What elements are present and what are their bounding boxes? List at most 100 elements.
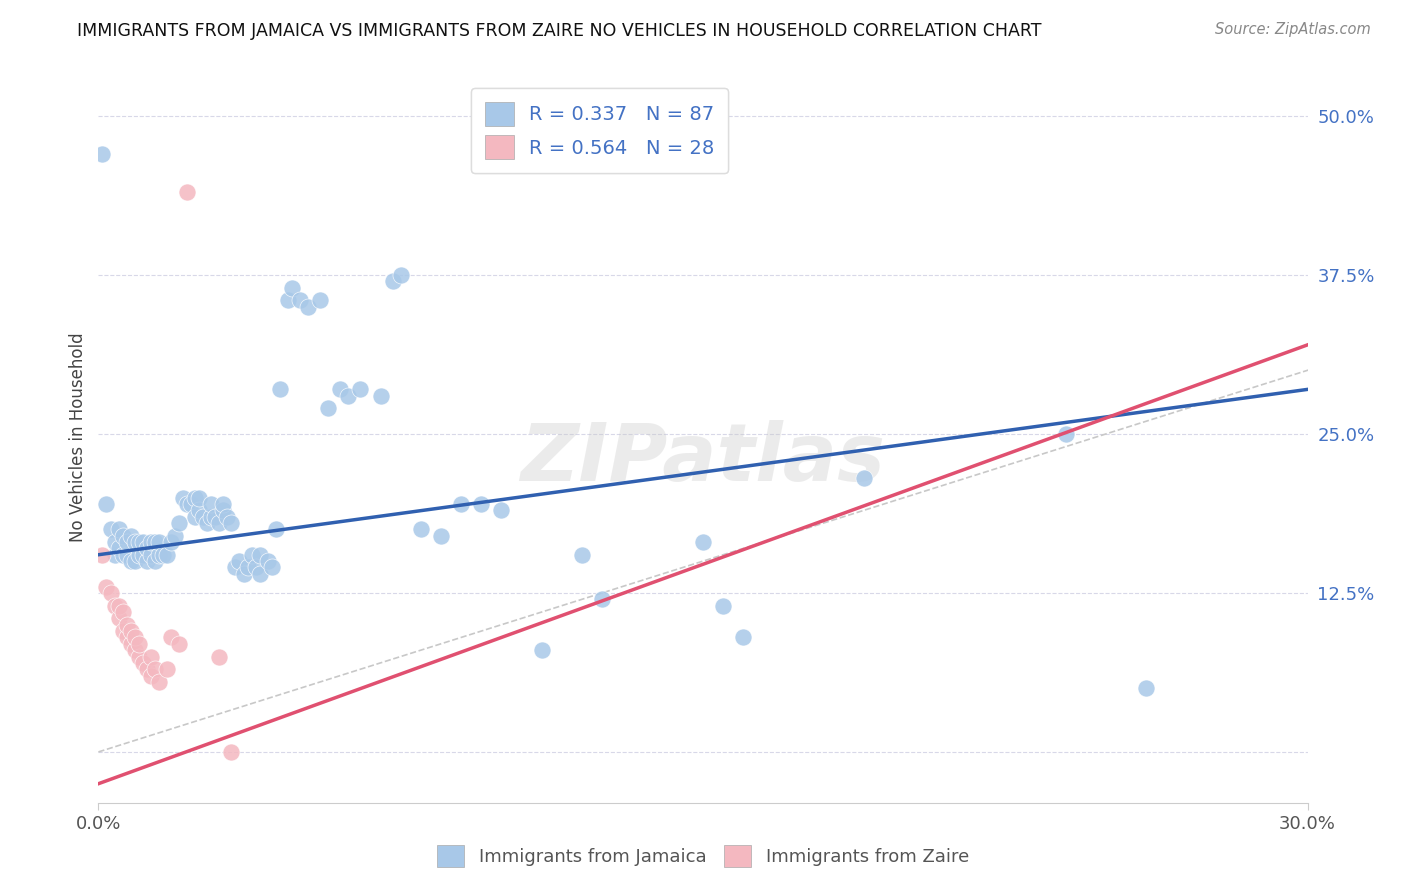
Point: [692, 535, 714, 549]
Point: [204, 509, 226, 524]
Point: [107, 599, 129, 613]
Point: [120, 624, 142, 638]
Point: [139, 668, 162, 682]
Point: [491, 503, 513, 517]
Point: [111, 624, 134, 638]
Point: [135, 662, 157, 676]
Point: [91, 548, 114, 562]
Point: [167, 516, 190, 530]
Text: ZIPatlas: ZIPatlas: [520, 420, 886, 498]
Point: [115, 535, 138, 549]
Point: [160, 535, 183, 549]
Point: [103, 548, 125, 562]
Point: [450, 497, 472, 511]
Point: [217, 509, 239, 524]
Point: [264, 522, 287, 536]
Point: [281, 280, 304, 294]
Point: [148, 548, 170, 562]
Point: [430, 529, 453, 543]
Point: [571, 548, 593, 562]
Point: [156, 662, 179, 676]
Point: [103, 535, 125, 549]
Text: Source: ZipAtlas.com: Source: ZipAtlas.com: [1215, 22, 1371, 37]
Point: [349, 383, 371, 397]
Point: [193, 509, 215, 524]
Point: [212, 503, 235, 517]
Point: [128, 548, 150, 562]
Point: [120, 529, 142, 543]
Point: [591, 592, 613, 607]
Point: [711, 599, 734, 613]
Legend: R = 0.337   N = 87, R = 0.564   N = 28: R = 0.337 N = 87, R = 0.564 N = 28: [471, 88, 728, 173]
Point: [148, 535, 170, 549]
Point: [132, 548, 155, 562]
Point: [381, 274, 404, 288]
Point: [152, 548, 174, 562]
Point: [195, 516, 218, 530]
Point: [96, 580, 118, 594]
Point: [156, 548, 179, 562]
Point: [277, 293, 299, 308]
Y-axis label: No Vehicles in Household: No Vehicles in Household: [69, 332, 87, 542]
Point: [135, 554, 157, 568]
Point: [176, 185, 198, 199]
Point: [115, 631, 138, 645]
Point: [132, 656, 155, 670]
Point: [128, 535, 150, 549]
Point: [124, 554, 146, 568]
Point: [124, 643, 146, 657]
Point: [148, 675, 170, 690]
Point: [103, 599, 125, 613]
Point: [115, 548, 138, 562]
Point: [208, 516, 231, 530]
Point: [232, 566, 254, 581]
Point: [240, 548, 263, 562]
Point: [184, 491, 207, 505]
Point: [115, 617, 138, 632]
Point: [316, 401, 339, 416]
Point: [128, 637, 150, 651]
Point: [329, 383, 352, 397]
Point: [256, 554, 278, 568]
Point: [163, 529, 186, 543]
Point: [160, 631, 183, 645]
Point: [188, 503, 211, 517]
Point: [212, 497, 235, 511]
Point: [470, 497, 492, 511]
Point: [853, 471, 876, 485]
Point: [200, 497, 222, 511]
Point: [236, 560, 259, 574]
Point: [180, 497, 202, 511]
Point: [370, 389, 392, 403]
Point: [184, 509, 207, 524]
Point: [120, 637, 142, 651]
Point: [297, 300, 319, 314]
Point: [120, 554, 142, 568]
Point: [100, 522, 122, 536]
Point: [139, 535, 162, 549]
Point: [143, 662, 166, 676]
Point: [111, 548, 134, 562]
Point: [139, 649, 162, 664]
Point: [128, 649, 150, 664]
Point: [91, 147, 114, 161]
Point: [172, 491, 194, 505]
Point: [249, 566, 271, 581]
Point: [132, 535, 155, 549]
Point: [309, 293, 332, 308]
Point: [124, 535, 146, 549]
Point: [111, 605, 134, 619]
Point: [107, 541, 129, 556]
Point: [208, 649, 231, 664]
Point: [143, 535, 166, 549]
Point: [221, 516, 243, 530]
Point: [389, 268, 412, 282]
Point: [1054, 426, 1077, 441]
Text: IMMIGRANTS FROM JAMAICA VS IMMIGRANTS FROM ZAIRE NO VEHICLES IN HOUSEHOLD CORREL: IMMIGRANTS FROM JAMAICA VS IMMIGRANTS FR…: [77, 22, 1042, 40]
Point: [143, 554, 166, 568]
Point: [288, 293, 311, 308]
Point: [135, 541, 157, 556]
Point: [228, 554, 250, 568]
Point: [188, 491, 211, 505]
Point: [124, 631, 146, 645]
